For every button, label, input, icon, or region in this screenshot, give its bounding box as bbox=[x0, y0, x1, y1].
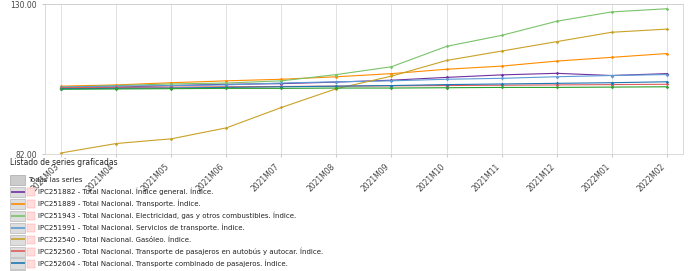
Bar bbox=[10, 270, 26, 271]
Bar bbox=[10, 235, 26, 245]
Bar bbox=[10, 199, 26, 209]
Bar bbox=[10, 211, 26, 221]
Text: Todas las series: Todas las series bbox=[28, 177, 83, 183]
Bar bbox=[27, 212, 35, 220]
Text: IPC252604 - Total Nacional. Transporte combinado de pasajeros. Índice.: IPC252604 - Total Nacional. Transporte c… bbox=[38, 260, 288, 267]
Bar bbox=[27, 200, 35, 208]
Text: IPC251991 - Total Nacional. Servicios de transporte. Índice.: IPC251991 - Total Nacional. Servicios de… bbox=[38, 224, 244, 231]
Text: IPC251943 - Total Nacional. Electricidad, gas y otros combustibles. Índice.: IPC251943 - Total Nacional. Electricidad… bbox=[38, 212, 296, 219]
Text: IPC252540 - Total Nacional. Gasóleo. Índice.: IPC252540 - Total Nacional. Gasóleo. Índ… bbox=[38, 236, 191, 243]
Text: IPC252560 - Total Nacional. Transporte de pasajeros en autobús y autocar. Índice: IPC252560 - Total Nacional. Transporte d… bbox=[38, 248, 323, 255]
Bar bbox=[27, 188, 35, 196]
Bar bbox=[27, 236, 35, 244]
Bar bbox=[10, 223, 26, 233]
Bar bbox=[27, 224, 35, 232]
Text: Listado de series graficadas: Listado de series graficadas bbox=[10, 158, 118, 167]
Bar bbox=[10, 187, 26, 197]
Bar bbox=[10, 175, 26, 185]
Text: IPC251882 - Total Nacional. Índice general. Índice.: IPC251882 - Total Nacional. Índice gener… bbox=[38, 188, 213, 195]
Bar bbox=[10, 259, 26, 269]
Bar bbox=[27, 248, 35, 256]
Text: IPC251889 - Total Nacional. Transporte. Índice.: IPC251889 - Total Nacional. Transporte. … bbox=[38, 200, 200, 207]
Bar bbox=[10, 247, 26, 257]
Bar bbox=[27, 260, 35, 267]
